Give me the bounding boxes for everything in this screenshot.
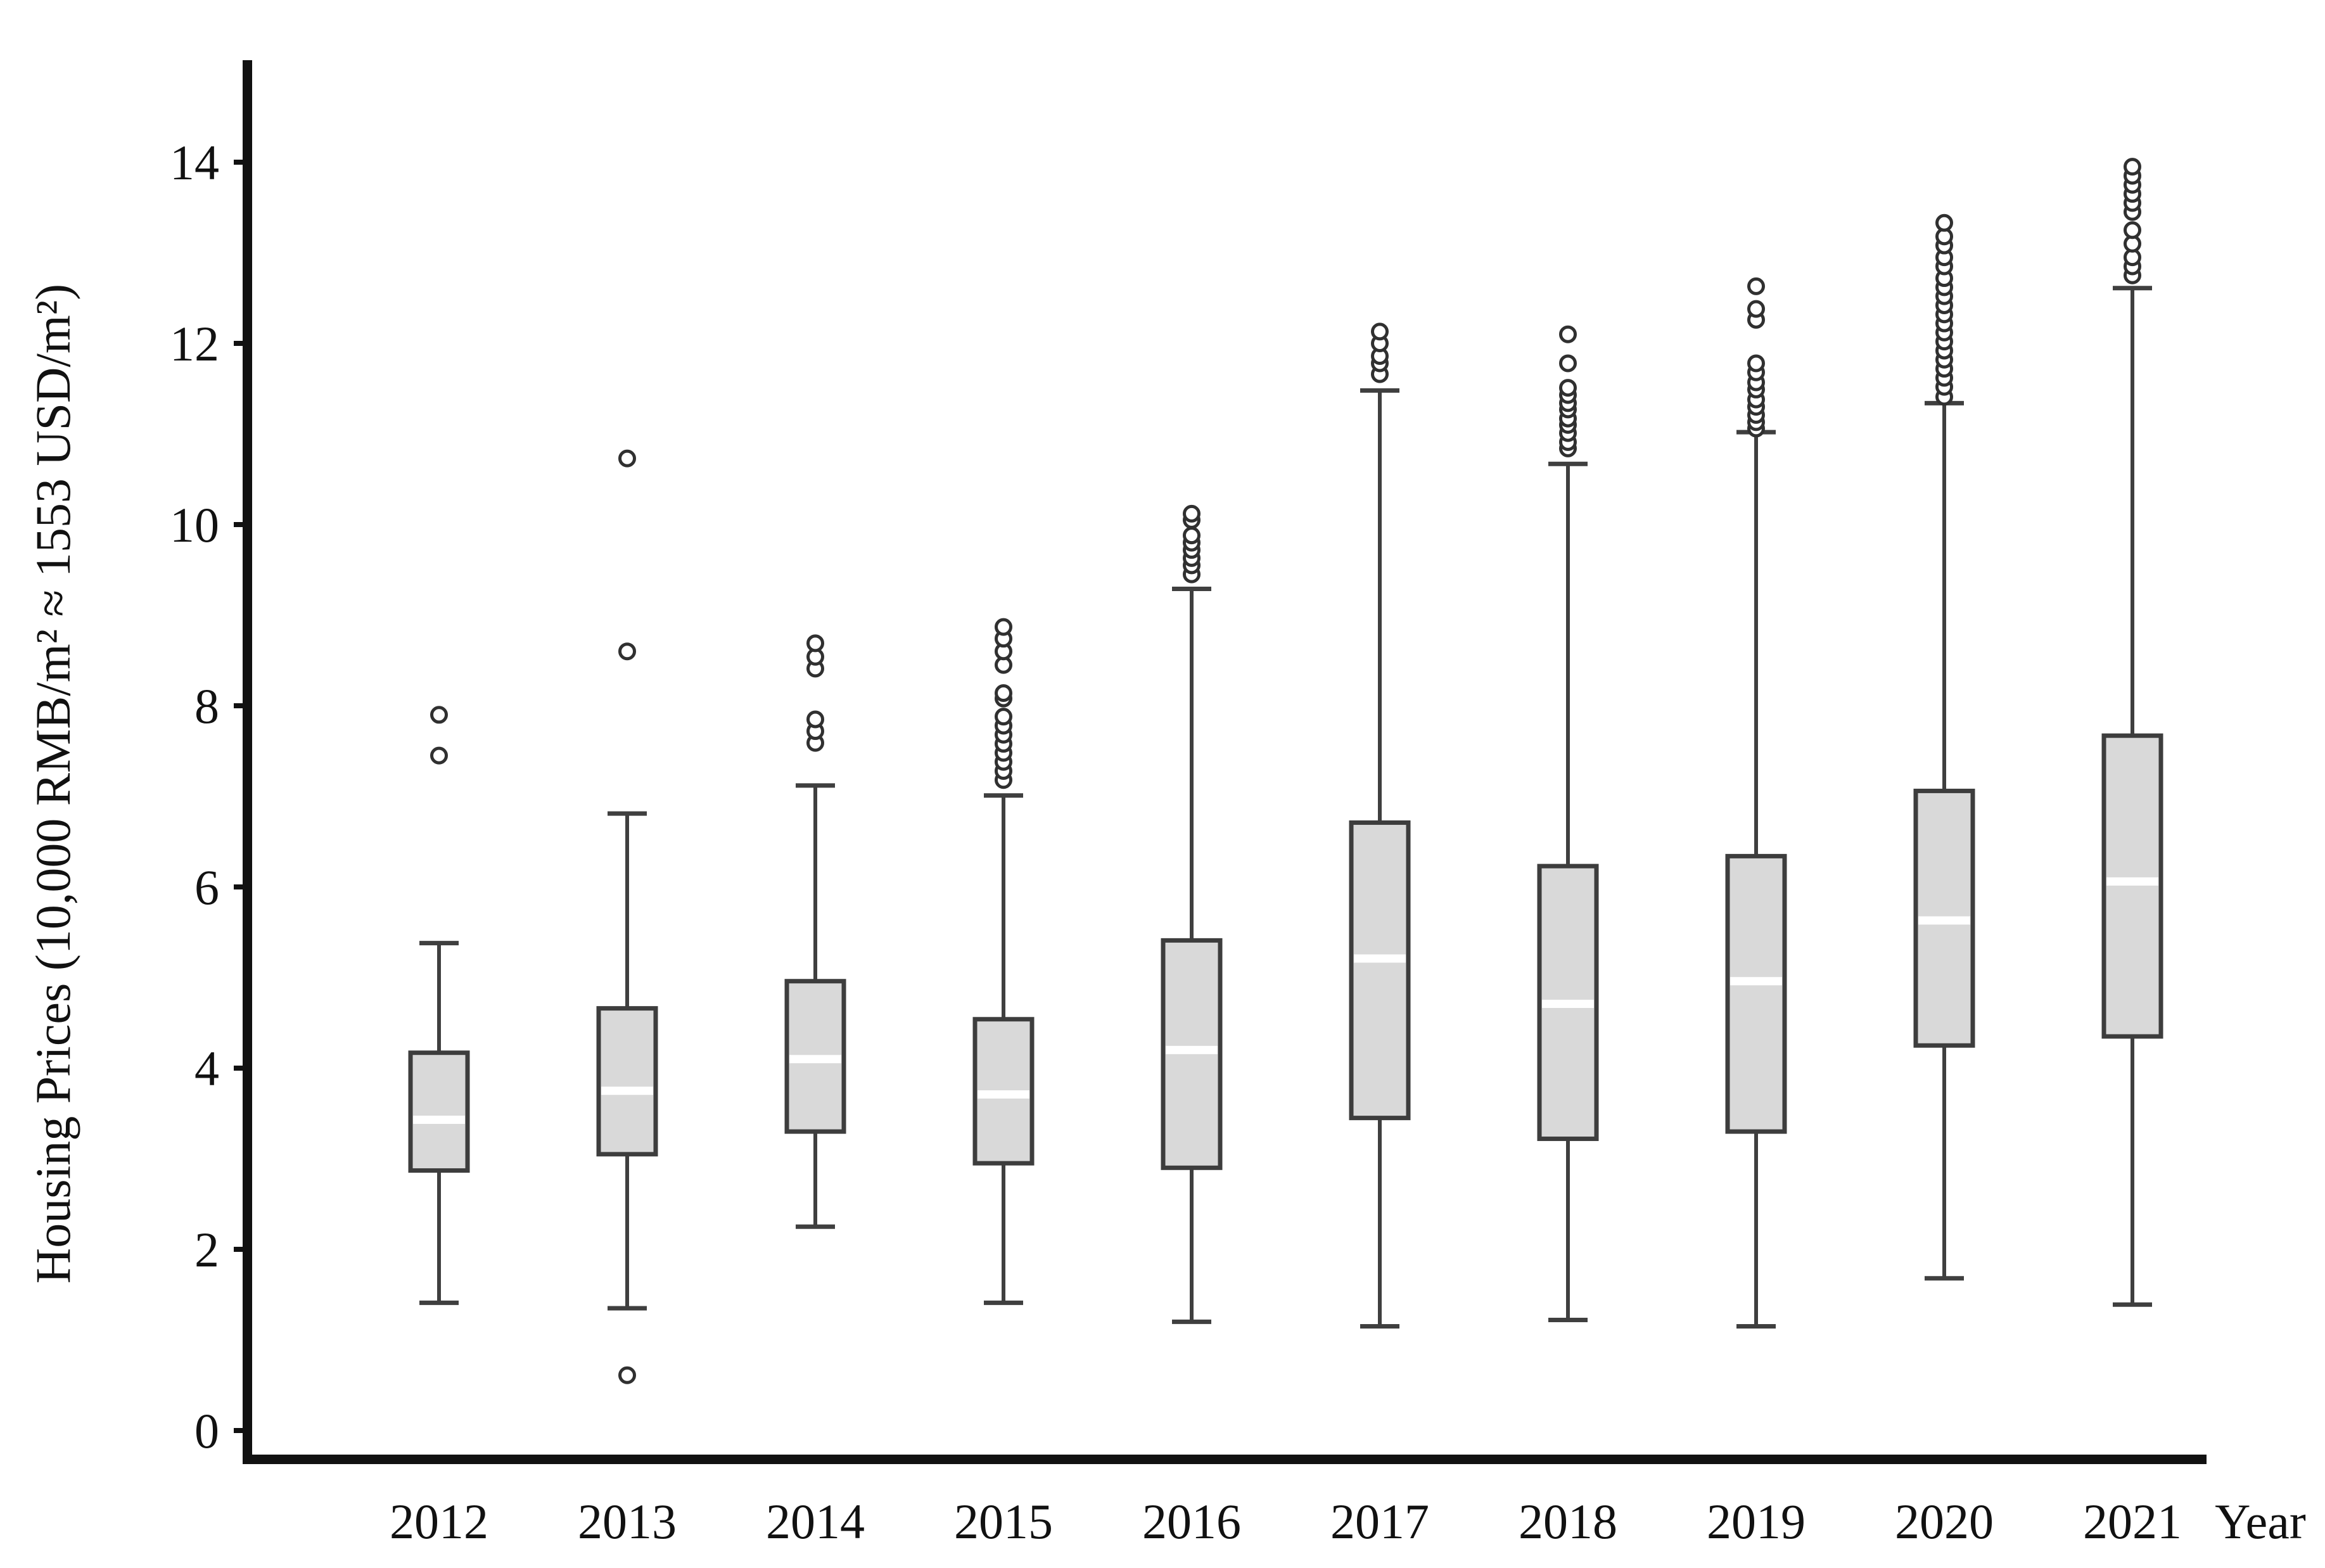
outlier-point — [1559, 354, 1577, 373]
outlier-point — [2124, 221, 2141, 239]
boxplot-2016 — [1161, 504, 1223, 1324]
y-tick-label: 12 — [170, 316, 219, 371]
x-tick-label-2019: 2019 — [1707, 1494, 1806, 1549]
boxes-layer — [408, 158, 2163, 1384]
iqr-box — [1725, 853, 1787, 1134]
y-axis-title: Housing Prices (10,000 RMB/m² ≈ 1553 USD… — [25, 284, 80, 1284]
boxplot-2017 — [1349, 322, 1411, 1329]
boxplot-2018 — [1537, 325, 1599, 1323]
outlier-point — [618, 642, 636, 661]
boxplot-2020 — [1913, 214, 1975, 1281]
outlier-point — [806, 710, 824, 729]
boxplot-2013 — [596, 449, 658, 1384]
outlier-point — [1371, 322, 1389, 341]
outlier-point — [1747, 300, 1765, 318]
outlier-point — [1183, 504, 1201, 523]
y-tick-label: 4 — [194, 1041, 219, 1096]
outlier-point — [430, 706, 448, 724]
x-tick-label-2017: 2017 — [1330, 1494, 1429, 1549]
boxplot-2014 — [784, 634, 846, 1229]
x-tick-label-2020: 2020 — [1895, 1494, 1994, 1549]
x-tick-label-2016: 2016 — [1142, 1494, 1241, 1549]
outlier-point — [1183, 526, 1201, 545]
outlier-point — [1747, 277, 1765, 295]
y-tick-label: 14 — [170, 135, 219, 190]
labels-layer: 0 2 4 6 8 10 12 14 2012 2013 2014 2015 2016 2017 2018 2… — [170, 135, 2182, 1549]
outlier-point — [1935, 214, 1953, 232]
outlier-point — [618, 1366, 636, 1384]
outlier-point — [618, 449, 636, 468]
iqr-box — [408, 1050, 470, 1173]
y-tick-label: 2 — [194, 1222, 219, 1277]
outlier-point — [1559, 325, 1577, 343]
x-axis-title: Year — [2215, 1494, 2306, 1549]
outlier-point — [806, 634, 824, 653]
x-tick-label-2012: 2012 — [390, 1494, 488, 1549]
iqr-box — [596, 1006, 658, 1157]
outlier-point — [995, 618, 1012, 636]
outlier-point — [430, 746, 448, 765]
x-tick-label-2013: 2013 — [578, 1494, 677, 1549]
x-tick-label-2021: 2021 — [2083, 1494, 2182, 1549]
x-tick-label-2015: 2015 — [954, 1494, 1053, 1549]
outlier-point — [1747, 354, 1765, 373]
iqr-box — [1349, 820, 1411, 1121]
x-tick-label-2014: 2014 — [766, 1494, 865, 1549]
y-tick-label: 8 — [194, 679, 219, 734]
outlier-point — [995, 684, 1012, 702]
x-tick-label-2018: 2018 — [1519, 1494, 1617, 1549]
axes-layer — [234, 60, 2207, 1464]
outlier-point — [1559, 379, 1577, 397]
outlier-point — [2124, 158, 2141, 176]
y-tick-label: 10 — [170, 497, 219, 552]
boxplot-2012 — [408, 706, 470, 1305]
boxplot-2015 — [972, 618, 1035, 1305]
y-tick-label: 6 — [194, 860, 219, 915]
iqr-box — [2101, 733, 2163, 1039]
outlier-point — [995, 708, 1012, 726]
boxplot-2021 — [2101, 158, 2163, 1307]
y-tick-label: 0 — [194, 1403, 219, 1458]
boxplot-2019 — [1725, 277, 1787, 1329]
